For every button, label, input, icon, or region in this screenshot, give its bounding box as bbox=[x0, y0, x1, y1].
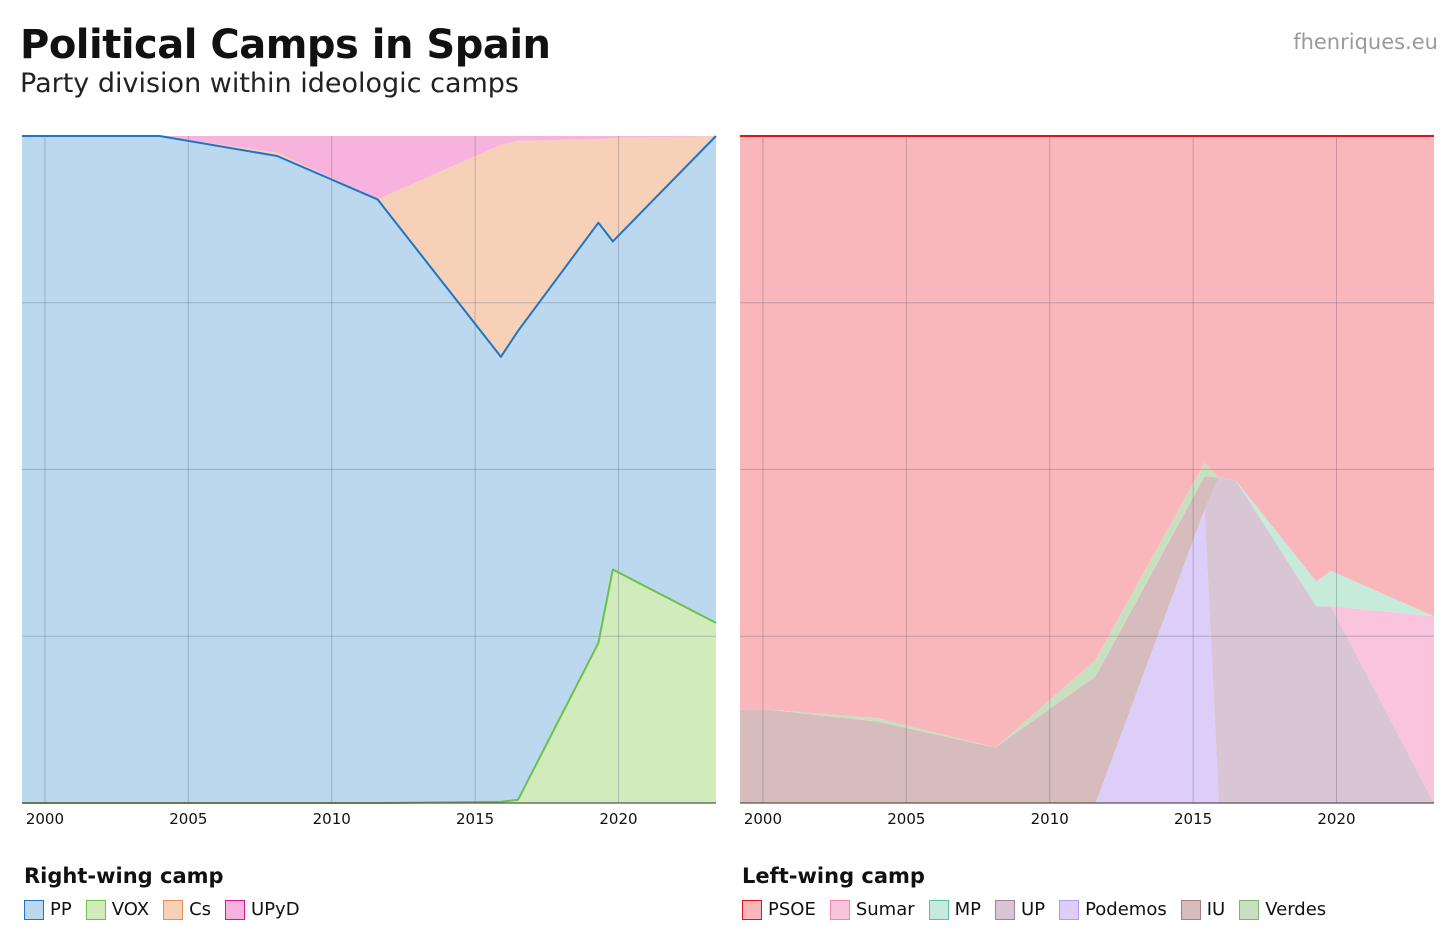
x-tick-label: 2015 bbox=[456, 810, 494, 828]
gridlines bbox=[740, 136, 1434, 803]
x-tick-label: 2010 bbox=[1031, 810, 1069, 828]
legend-label: VOX bbox=[111, 899, 150, 920]
x-tick-label: 2005 bbox=[169, 810, 207, 828]
area-psoe bbox=[740, 136, 1434, 748]
legend-item-upyd: UPyD bbox=[225, 899, 300, 920]
x-tick-label: 2020 bbox=[1317, 810, 1355, 828]
legend-item-sumar: Sumar bbox=[829, 899, 915, 920]
legend-label: Podemos bbox=[1085, 899, 1167, 920]
area-cs bbox=[22, 136, 716, 357]
legend-item-psoe: PSOE bbox=[742, 899, 816, 920]
x-tick-label: 2005 bbox=[887, 810, 925, 828]
legend-swatch bbox=[742, 899, 762, 920]
left-wing-chart: 2000 2005 2010 2015 2020 bbox=[740, 135, 1434, 828]
x-axis-ticks: 2000 2005 2010 2015 2020 bbox=[26, 810, 638, 828]
x-tick-label: 2000 bbox=[744, 810, 782, 828]
x-axis-ticks: 2000 2005 2010 2015 2020 bbox=[744, 810, 1356, 828]
right-wing-chart: 2000 2005 2010 2015 2020 bbox=[22, 135, 717, 828]
legend-label: Sumar bbox=[855, 899, 915, 920]
area-iu bbox=[740, 476, 1434, 803]
x-tick-label: 2020 bbox=[599, 810, 637, 828]
legend-left: PSOE Sumar MP UP Podemos IU Verdes bbox=[742, 899, 1340, 920]
legend-title-right: Right-wing camp bbox=[24, 864, 224, 888]
legend-right: PP VOX Cs UPyD bbox=[24, 899, 314, 920]
legend-swatch bbox=[24, 899, 44, 920]
legend-swatch bbox=[829, 899, 850, 920]
legend-swatch bbox=[1239, 899, 1260, 920]
legend-item-podemos: Podemos bbox=[1059, 899, 1167, 920]
legend-title-left: Left-wing camp bbox=[742, 864, 925, 888]
legend-label: Cs bbox=[189, 899, 212, 920]
legend-swatch bbox=[225, 899, 246, 920]
source-credit: fhenriques.eu bbox=[1293, 30, 1438, 54]
legend-swatch bbox=[995, 899, 1016, 920]
legend-swatch bbox=[1180, 899, 1201, 920]
legend-item-up: UP bbox=[995, 899, 1045, 920]
legend-label: Verdes bbox=[1265, 899, 1327, 920]
legend-swatch bbox=[163, 899, 184, 920]
legend-item-iu: IU bbox=[1180, 899, 1226, 920]
legend-label: PP bbox=[50, 899, 72, 920]
legend-item-vox: VOX bbox=[85, 899, 150, 920]
area-upyd bbox=[22, 136, 716, 200]
area-layers bbox=[740, 136, 1434, 803]
legend-label: IU bbox=[1206, 899, 1226, 920]
x-tick-label: 2010 bbox=[313, 810, 351, 828]
x-tick-label: 2015 bbox=[1174, 810, 1212, 828]
x-tick-label: 2000 bbox=[26, 810, 64, 828]
legend-item-verdes: Verdes bbox=[1239, 899, 1326, 920]
chart-subtitle: Party division within ideologic camps bbox=[20, 68, 519, 99]
legend-label: MP bbox=[954, 899, 982, 920]
legend-item-pp: PP bbox=[24, 899, 72, 920]
legend-label: PSOE bbox=[768, 899, 816, 920]
legend-label: UPyD bbox=[251, 899, 300, 920]
line-pp bbox=[22, 135, 717, 358]
area-pp bbox=[22, 136, 716, 803]
legend-label: UP bbox=[1021, 899, 1046, 920]
legend-item-mp: MP bbox=[928, 899, 982, 920]
legend-swatch bbox=[928, 899, 949, 920]
legend-swatch bbox=[85, 899, 106, 920]
legend-item-cs: Cs bbox=[163, 899, 211, 920]
chart-title: Political Camps in Spain bbox=[20, 22, 551, 68]
area-up bbox=[740, 477, 1434, 803]
legend-swatch bbox=[1059, 899, 1080, 920]
